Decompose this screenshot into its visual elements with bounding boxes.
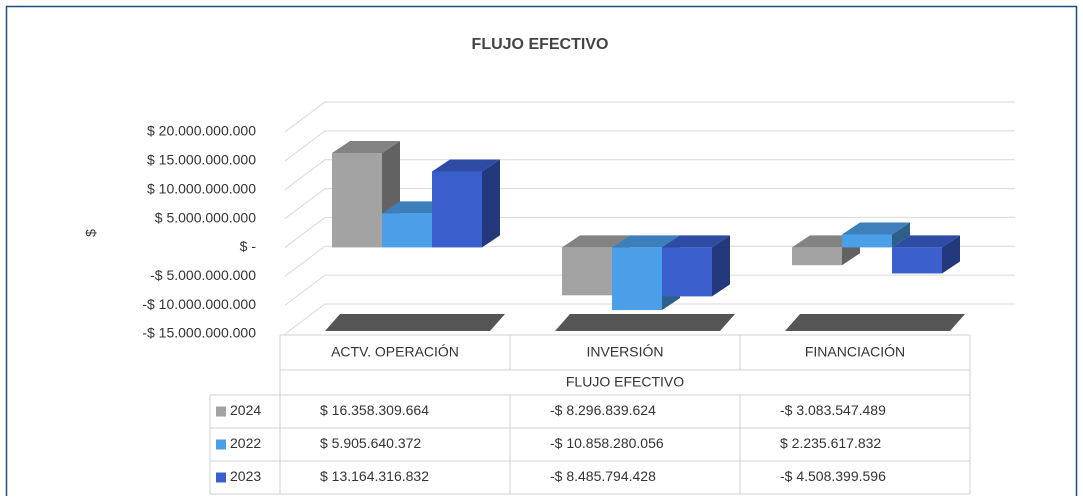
bar [432,171,482,248]
bar-side [892,222,910,248]
y-tick-label: $ 10.000.000.000 [147,180,256,196]
bar-top [662,235,730,248]
bar [842,234,892,248]
y-tick-label: $ 15.000.000.000 [147,152,256,168]
grid-line [284,159,1015,191]
grid-line [284,274,1015,306]
bar-top [842,222,910,235]
chart-title: FLUJO EFECTIVO [472,36,609,53]
bar [792,247,842,266]
y-tick-label: -$ 15.000.000.000 [142,325,256,341]
grid-line [284,130,1015,162]
bar [332,153,382,248]
table-value: -$ 8.296.839.624 [550,402,656,418]
grid-line [284,303,1015,335]
bar [662,247,712,297]
bar [612,247,662,311]
bar [382,213,432,248]
y-tick-label: $ 5.000.000.000 [155,209,256,225]
legend-label: 2023 [230,468,261,484]
grid-line [284,101,1015,133]
y-axis-label: $ [83,229,99,237]
table-value: -$ 4.508.399.596 [780,468,886,484]
bar [562,247,612,296]
x-tick-label: FINANCIACIÓN [805,344,905,360]
y-tick-label: -$ 10.000.000.000 [142,296,256,312]
legend-swatch [216,439,226,450]
grid-line [284,216,1015,248]
x-tick-label: INVERSIÓN [586,344,663,360]
frame [5,5,1078,501]
x-axis-label: FLUJO EFECTIVO [566,374,684,390]
x-tick-label: ACTV. OPERACIÓN [331,344,459,360]
legend-label: 2024 [230,402,261,418]
y-tick-label: $ 20.000.000.000 [147,123,256,139]
floor-shadow [325,314,505,331]
table-value: $ 5.905.640.372 [320,435,421,451]
bar-side [942,235,960,274]
grid-line [284,245,1015,277]
bar-top [332,141,400,154]
grid-line [284,188,1015,219]
legend-swatch [216,406,226,417]
legend-swatch [216,472,226,483]
table-value: $ 13.164.316.832 [320,468,429,484]
table-value: $ 16.358.309.664 [320,402,429,418]
bar-side [482,159,500,248]
bar-top [432,159,500,172]
bar [892,247,942,274]
legend-label: 2022 [230,435,261,451]
table-value: -$ 10.858.280.056 [550,435,664,451]
floor-shadow [785,314,965,331]
bar-top [562,235,630,248]
table-value: -$ 8.485.794.428 [550,468,656,484]
bar-side [712,235,730,297]
table-value: $ 2.235.617.832 [780,435,881,451]
table-value: -$ 3.083.547.489 [780,402,886,418]
y-tick-label: $ - [240,238,257,254]
y-tick-label: -$ 5.000.000.000 [150,267,256,283]
bar-top [612,235,680,248]
floor-shadow [555,314,735,331]
bar-top [892,235,960,248]
